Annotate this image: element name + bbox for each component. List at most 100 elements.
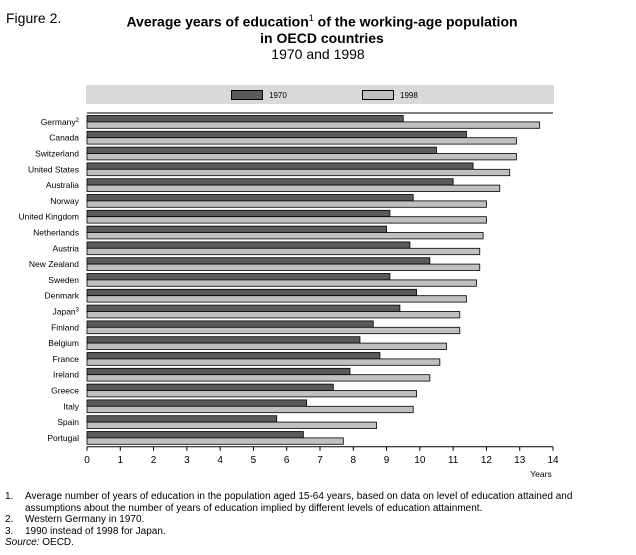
bar-1998 [86,374,431,382]
x-tick-label: 13 [514,455,526,466]
bar-1970 [86,241,411,249]
footnote-1: 1. Average number of years of education … [5,491,573,514]
category-label: United Kingdom [19,212,79,222]
x-axis-label: Years [530,469,551,479]
bar-1998 [86,232,484,240]
bar-1970 [86,209,391,218]
bar-1998 [86,247,481,256]
legend-swatch-1998 [362,90,394,100]
bar-1998 [86,137,517,145]
category-label: Greece [51,386,79,396]
bar-1998 [86,279,477,287]
bar-1998 [86,342,447,350]
x-tick-label: 12 [481,455,493,466]
bar-1970 [86,304,401,312]
figure-heading: Figure 2. Average years of education1 of… [6,9,632,46]
category-label: Sweden [48,275,79,285]
bar-1970 [86,146,437,154]
category-label: Spain [57,417,79,427]
category-label: Belgium [48,338,79,348]
legend-item-1998: 1998 [362,89,418,101]
bar-1970 [86,273,391,281]
category-label: Norway [50,196,80,206]
category-label: Switzerland [35,149,79,159]
category-label: Finland [51,322,79,332]
bar-1998 [86,153,517,161]
x-tick-label: 11 [448,455,459,466]
bar-1970 [86,352,381,360]
category-label: Germany2 [41,117,80,127]
legend-item-1970: 1970 [231,89,287,101]
bar-1970 [86,383,334,391]
figure-subtitle: 1970 and 1998 [271,46,365,62]
bar-1998 [86,390,417,398]
category-label: Japan3 [52,307,79,317]
bar-1998 [86,295,467,303]
bar-1970 [86,225,387,233]
bar-1998 [86,311,461,319]
bar-1998 [86,184,501,192]
bar-1970 [86,415,278,423]
footnote-2: 2. Western Germany in 1970. [5,514,145,525]
bar-1998 [86,200,487,208]
category-label: United States [28,164,79,174]
source-text: OECD. [42,537,74,548]
x-tick-label: 4 [217,455,223,466]
bar-1998 [86,358,441,366]
x-tick-label: 14 [547,455,559,466]
bar-1970 [86,130,467,139]
bar-1970 [86,320,374,328]
bar-1970 [86,115,404,123]
bar-1998 [86,405,414,414]
x-tick-label: 2 [151,455,157,466]
category-label: Canada [49,133,79,143]
bar-1998 [86,421,377,429]
legend-label-1970: 1970 [269,90,287,100]
bar-1998 [86,326,461,335]
bar-1970 [86,367,351,376]
bar-1998 [86,168,511,177]
bar-1970 [86,194,414,202]
category-label: France [53,354,80,364]
title-line1-rest: of the working-age population [313,13,518,30]
bar-1998 [86,216,487,224]
bar-1998 [86,121,541,129]
category-label: Netherlands [33,228,79,238]
bar-1970 [86,431,304,439]
bar-1970 [86,288,417,297]
x-tick-label: 10 [414,455,426,466]
title-line1: Average years of education [126,13,309,30]
x-tick-label: 1 [118,455,124,466]
bar-1998 [86,263,481,271]
category-label: Denmark [45,291,80,301]
footnote-3: 3. 1990 instead of 1998 for Japan. [5,525,166,537]
legend: 1970 1998 [86,85,554,104]
footnotes: 1. Average number of years of education … [5,491,631,549]
bar-1970 [86,257,431,265]
bar-chart: Germany2 Canada Switzerland United States Au… [19,112,559,479]
category-label: New Zealand [29,259,79,269]
figure-title: Average years of education1 of the worki… [122,10,522,46]
x-tick-label: 0 [84,455,90,466]
x-tick-label: 5 [251,455,257,466]
x-tick-label: 9 [384,455,390,466]
legend-label-1998: 1998 [400,90,418,100]
title-footnote-mark: 1 [308,13,314,23]
x-tick-label: 6 [284,455,290,466]
bar-1970 [86,336,361,344]
x-tick-label: 8 [351,455,357,466]
bar-1970 [86,162,474,170]
title-line2: in OECD countries [260,29,384,46]
bar-1970 [86,399,308,407]
category-label: Italy [63,401,79,411]
category-label: Austria [53,243,80,253]
category-label: Ireland [53,370,79,380]
legend-swatch-1970 [231,90,263,100]
figure-label: Figure 2. [6,10,62,26]
source-note: Source: OECD. [5,537,631,549]
bar-1970 [86,178,454,186]
category-label: Australia [46,180,79,190]
bar-1998 [86,437,344,445]
source-label: Source: [5,537,40,548]
category-label: Portugal [47,433,79,443]
